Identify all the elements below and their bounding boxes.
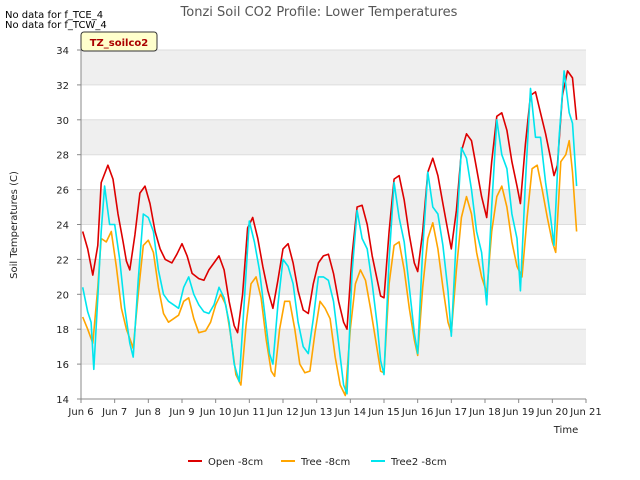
- shaded-band: [81, 50, 586, 85]
- x-tick-label: Jun 13: [300, 407, 333, 418]
- site-badge-label: TZ_soilco2: [90, 38, 149, 49]
- shaded-band: [81, 119, 586, 155]
- y-tick-label: 26: [56, 186, 69, 197]
- site-badge-box: [80, 31, 158, 52]
- x-tick-label: Jun 8: [135, 407, 161, 418]
- x-tick-label: Jun 15: [367, 407, 400, 418]
- series-line-2: [81, 139, 578, 397]
- chart-title: Tonzi Soil CO2 Profile: Lower Temperatur…: [180, 5, 458, 20]
- y-tick-label: 22: [56, 255, 69, 266]
- shaded-band: [81, 189, 586, 225]
- x-tick-label: Jun 16: [401, 407, 434, 418]
- axes: [77, 49, 587, 403]
- legend-label: Tree -8cm: [300, 457, 350, 468]
- x-tick-label: Jun 18: [468, 407, 501, 418]
- x-axis-label: Time: [553, 425, 578, 436]
- x-tick-label: Jun 19: [502, 407, 535, 418]
- y-tick-labels: 14 16 18 20 22 24 26 28 30 32 34: [56, 46, 69, 406]
- x-tick-labels: Jun 6 Jun 7 Jun 8 Jun 9 Jun 10 Jun 11 Jun 12 Ju…: [67, 407, 601, 418]
- y-tick-label: 30: [56, 116, 69, 127]
- legend-label: Open -8cm: [208, 457, 263, 468]
- y-axis-label: Soil Temperatures (C): [9, 171, 20, 279]
- x-tick-label: Jun 14: [334, 407, 367, 418]
- x-tick-label: Jun 17: [435, 407, 468, 418]
- y-tick-label: 28: [56, 151, 69, 162]
- x-tick-label: Jun 10: [199, 407, 232, 418]
- legend-label: Tree2 -8cm: [390, 457, 447, 468]
- site-badge: TZ_soilco2: [80, 31, 158, 52]
- series-lines: [81, 70, 578, 397]
- series-line-3: [81, 70, 578, 395]
- no-data-note-2: No data for f_TCW_4: [5, 20, 107, 31]
- y-tick-label: 20: [56, 290, 69, 301]
- no-data-note-1: No data for f_TCE_4: [5, 10, 103, 21]
- legend: Open -8cm Tree -8cm Tree2 -8cm: [188, 457, 447, 468]
- y-tick-label: 18: [56, 325, 69, 336]
- x-tick-label: Jun 9: [168, 407, 194, 418]
- x-tick-label: Jun 7: [101, 407, 127, 418]
- y-tick-label: 34: [56, 46, 69, 57]
- x-tick-label: Jun 6: [67, 407, 93, 418]
- y-tick-label: 24: [56, 221, 69, 232]
- x-tick-label: Jun 21: [569, 407, 602, 418]
- y-tick-label: 16: [56, 360, 69, 371]
- x-tick-label: Jun 11: [233, 407, 266, 418]
- x-tick-label: Jun 12: [266, 407, 299, 418]
- y-tick-label: 32: [56, 81, 69, 92]
- x-tick-label: Jun 20: [536, 407, 569, 418]
- series-line-1: [81, 70, 578, 334]
- y-tick-label: 14: [56, 395, 69, 406]
